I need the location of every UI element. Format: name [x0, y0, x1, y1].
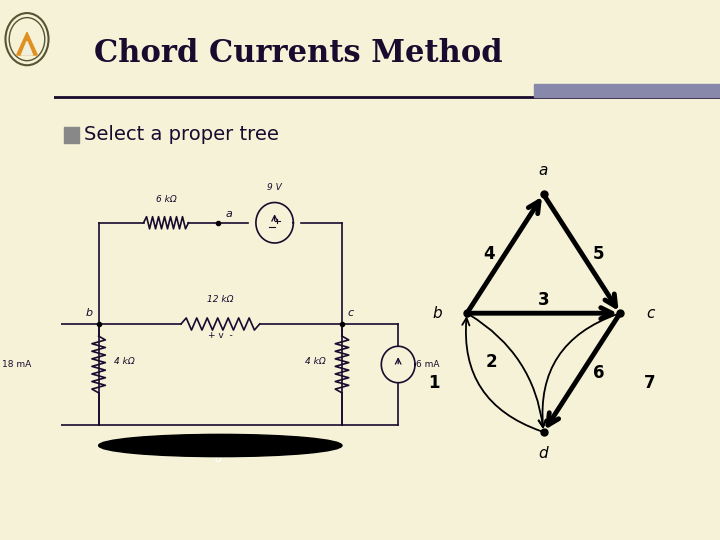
Text: Chord Currents Method: Chord Currents Method	[94, 38, 503, 69]
Text: d: d	[539, 446, 549, 461]
Text: 2: 2	[486, 353, 498, 371]
Ellipse shape	[99, 434, 342, 457]
Polygon shape	[22, 42, 32, 55]
Text: a: a	[226, 208, 233, 219]
Text: 3: 3	[538, 291, 549, 309]
Text: c: c	[348, 308, 354, 318]
Text: 6: 6	[593, 363, 604, 382]
Polygon shape	[17, 32, 37, 55]
Text: Select a proper tree: Select a proper tree	[84, 125, 279, 145]
Text: c: c	[646, 306, 654, 321]
Text: 4: 4	[482, 245, 495, 263]
Text: 9 V: 9 V	[267, 184, 282, 192]
Text: a: a	[539, 163, 548, 178]
Text: 18 mA: 18 mA	[1, 360, 31, 369]
Text: 4 kΩ: 4 kΩ	[114, 357, 135, 367]
Text: + v  -: + v -	[208, 331, 233, 340]
Text: d: d	[215, 454, 222, 464]
Text: 1: 1	[428, 374, 439, 393]
Text: 7: 7	[644, 374, 656, 393]
Text: 4 kΩ: 4 kΩ	[305, 357, 326, 367]
Text: 12 kΩ: 12 kΩ	[207, 295, 233, 303]
Bar	[534, 84, 720, 97]
Bar	[64, 127, 78, 143]
Text: b: b	[432, 306, 442, 321]
Text: b: b	[86, 308, 93, 318]
Text: 6 kΩ: 6 kΩ	[156, 195, 176, 205]
Text: 5: 5	[593, 245, 604, 263]
Text: 6 mA: 6 mA	[416, 360, 440, 369]
